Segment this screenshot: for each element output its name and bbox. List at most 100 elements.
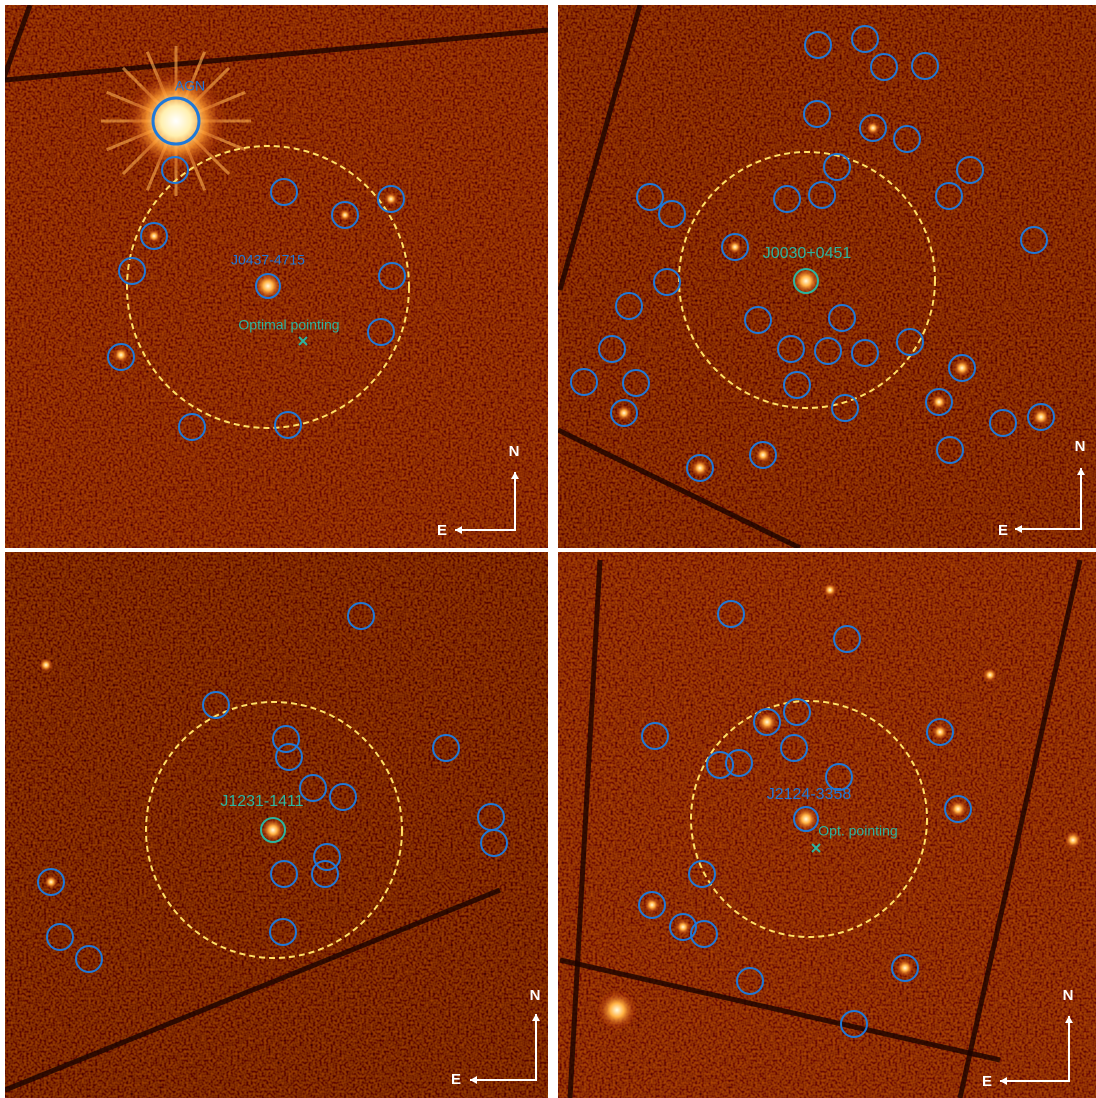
target-label: J1231-1411	[220, 793, 303, 810]
source-circle	[936, 436, 964, 464]
source	[794, 807, 818, 831]
source-circle	[669, 913, 697, 941]
source-circle	[622, 369, 650, 397]
source	[675, 919, 691, 935]
field-of-view	[690, 700, 928, 938]
noise	[558, 552, 1096, 1098]
source-circle	[615, 292, 643, 320]
compass-east: E	[998, 522, 1008, 539]
pointing-marker	[811, 843, 821, 853]
source	[616, 405, 632, 421]
target-label: J2124-3358	[767, 786, 852, 803]
source-circle	[269, 918, 297, 946]
target-label: J0030+0451	[763, 245, 852, 262]
source-circle	[658, 200, 686, 228]
source-circle	[686, 454, 714, 482]
source-circle	[851, 25, 879, 53]
source-circle	[749, 441, 777, 469]
pointing-marker	[298, 336, 308, 346]
source	[755, 447, 771, 463]
source-circle	[725, 749, 753, 777]
source-circle	[840, 1010, 868, 1038]
chip-gap	[558, 427, 802, 548]
source	[983, 668, 997, 682]
source-circle	[272, 725, 300, 753]
source-circle	[926, 718, 954, 746]
noise	[558, 5, 1096, 548]
source-circle	[636, 183, 664, 211]
source-circle	[480, 829, 508, 857]
source-circle	[870, 53, 898, 81]
target-circle	[255, 273, 281, 299]
source	[728, 240, 742, 254]
source-circle	[706, 751, 734, 779]
compass-east: E	[451, 1071, 461, 1088]
images	[5, 5, 1096, 1098]
source-circle	[777, 335, 805, 363]
chip-gap	[567, 559, 603, 1098]
source	[896, 959, 914, 977]
source-circle	[925, 388, 953, 416]
source-circle	[378, 262, 406, 290]
source	[792, 267, 820, 295]
target-label: J0437-4715	[231, 252, 305, 268]
chip-gap	[559, 957, 1001, 1063]
source-circle	[570, 368, 598, 396]
source-circle	[329, 783, 357, 811]
pointing-label: Optimal pointing	[238, 317, 339, 333]
source-circle	[347, 602, 375, 630]
source-circle	[753, 708, 781, 736]
source-circle	[641, 722, 669, 750]
chip-gap	[5, 27, 548, 83]
source	[949, 800, 967, 818]
source-circle	[893, 125, 921, 153]
source	[691, 459, 709, 477]
source-circle	[956, 156, 984, 184]
source-circle	[331, 201, 359, 229]
source-circle	[151, 96, 201, 146]
target-circle	[793, 806, 819, 832]
source	[953, 359, 971, 377]
source-circle	[823, 153, 851, 181]
source-circle	[299, 774, 327, 802]
source	[597, 990, 637, 1030]
source-circle	[270, 860, 298, 888]
source-circle	[833, 625, 861, 653]
source	[147, 229, 161, 243]
source-circle	[783, 698, 811, 726]
source-circle	[989, 409, 1017, 437]
compass-north: N	[509, 443, 520, 460]
arrow-head	[1000, 1016, 1073, 1085]
source-circle	[891, 954, 919, 982]
source-circle	[828, 304, 856, 332]
compass-north: N	[1075, 438, 1086, 455]
field-of-view	[126, 145, 410, 429]
source	[39, 658, 53, 672]
source	[757, 712, 777, 732]
source	[866, 121, 880, 135]
source-circle	[773, 185, 801, 213]
chip-gap	[5, 5, 33, 83]
source-circle	[744, 306, 772, 334]
source	[932, 724, 948, 740]
source-circle	[896, 328, 924, 356]
source-circle	[75, 945, 103, 973]
source-circle	[831, 394, 859, 422]
source-circle	[690, 920, 718, 948]
source-circle	[736, 967, 764, 995]
source-circle	[118, 257, 146, 285]
source-circle	[783, 371, 811, 399]
chip-gap	[957, 559, 1083, 1098]
compass-east: E	[982, 1073, 992, 1090]
source	[339, 209, 351, 221]
source-circle	[178, 413, 206, 441]
field-of-view	[145, 701, 403, 959]
chip-gap	[558, 5, 643, 291]
target-circle	[260, 817, 286, 843]
compass-arrow	[1000, 1016, 1070, 1082]
source-circle	[140, 222, 168, 250]
source-circle	[803, 100, 831, 128]
source-circle	[653, 268, 681, 296]
source-circle	[202, 691, 230, 719]
